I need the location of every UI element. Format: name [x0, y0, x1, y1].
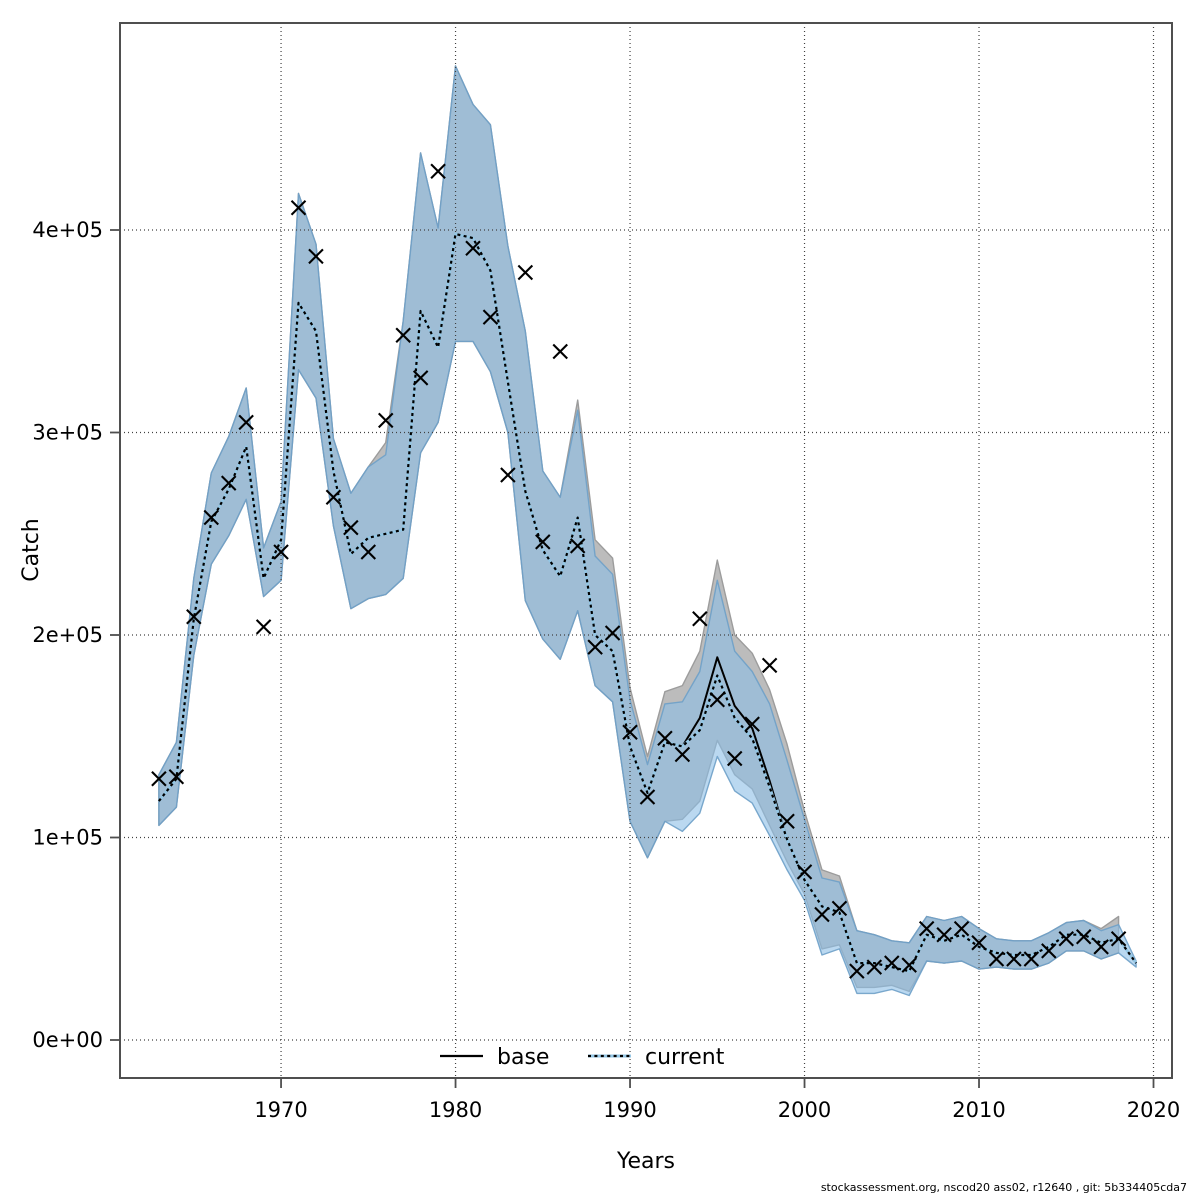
- catch-observation-marker: [796, 864, 813, 880]
- confidence-bands: [158, 65, 1137, 997]
- catch-observation-marker: [482, 309, 499, 325]
- catch-observation-marker: [238, 414, 254, 431]
- catch-observation-marker: [500, 467, 516, 483]
- catch-observation-marker: [465, 240, 481, 256]
- catch-observation-marker: [604, 625, 621, 641]
- legend: base current: [440, 1045, 725, 1070]
- catch-observation-marker: [220, 475, 237, 491]
- catch-observation-marker: [639, 789, 656, 805]
- catch-observation-marker: [552, 343, 568, 360]
- catch-observation-marker: [936, 926, 952, 943]
- catch-observation-marker: [1075, 928, 1092, 945]
- current-fit-line-dotted: [158, 232, 1137, 973]
- catch-observation-marker: [203, 509, 220, 526]
- catch-observation-marker: [290, 199, 307, 216]
- catch-observation-marker: [186, 609, 202, 625]
- legend-current-label: current: [645, 1045, 725, 1070]
- catch-observation-marker: [988, 951, 1005, 967]
- catch-observation-marker: [273, 544, 289, 560]
- catch-observation-marker: [692, 611, 708, 627]
- catch-observation-marker: [535, 534, 551, 550]
- catch-observation-marker: [866, 959, 883, 975]
- catch-observation-marker: [1023, 951, 1040, 967]
- y-tick-label: 1e+05: [32, 826, 103, 850]
- catch-observation-marker: [168, 769, 185, 785]
- x-tick-label: 1990: [603, 1098, 656, 1122]
- catch-observation-marker: [360, 544, 377, 560]
- x-tick-label: 1980: [429, 1098, 482, 1122]
- y-tick-label: 2e+05: [32, 623, 103, 647]
- catch-observation-marker: [709, 692, 726, 708]
- catch-observation-marker: [517, 264, 534, 281]
- catch-observation-marker: [953, 920, 970, 937]
- catch-observation-marker: [761, 657, 778, 674]
- legend-base-label: base: [497, 1045, 549, 1070]
- observed-catch-markers: [151, 163, 1127, 979]
- y-axis-title: Catch: [19, 518, 44, 582]
- catch-observation-marker: [1041, 943, 1057, 959]
- catch-observation-marker: [395, 327, 411, 344]
- catch-observation-marker: [622, 724, 638, 740]
- catch-observation-marker: [343, 519, 359, 536]
- catch-observation-marker: [831, 900, 848, 917]
- catch-observation-marker: [1093, 939, 1109, 955]
- tick-labels: 0e+00 1e+05 2e+05 3e+05 4e+05 1970 1980 1990 200…: [32, 218, 1180, 1122]
- tick-marks: [110, 229, 1155, 1088]
- catch-observation-marker: [325, 489, 342, 506]
- y-tick-label: 4e+05: [32, 218, 103, 242]
- x-axis-title: Years: [616, 1149, 675, 1174]
- catch-observation-marker: [726, 750, 743, 767]
- y-tick-label: 3e+05: [32, 421, 103, 445]
- axes: 0e+00 1e+05 2e+05 3e+05 4e+05 1970 1980 1990 200…: [19, 22, 1180, 1174]
- footer-attribution: stockassessment.org, nscod20 ass02, r126…: [821, 1181, 1187, 1194]
- catch-observation-marker: [901, 957, 917, 973]
- x-tick-label: 2010: [952, 1098, 1005, 1122]
- catch-observation-marker: [971, 935, 987, 951]
- catch-observation-marker: [255, 619, 272, 635]
- plot-frame: [119, 22, 1173, 1079]
- catch-observation-marker: [1058, 931, 1075, 947]
- catch-observation-marker: [308, 248, 324, 265]
- gridlines: [120, 23, 1172, 1078]
- x-tick-label: 2000: [778, 1098, 831, 1122]
- catch-observation-marker: [587, 639, 603, 655]
- catch-observation-marker: [1006, 951, 1022, 967]
- catch-observation-marker: [849, 963, 865, 979]
- catch-observation-marker: [918, 920, 935, 937]
- catch-observation-marker: [151, 771, 167, 787]
- y-tick-label: 0e+00: [32, 1028, 103, 1052]
- catch-observation-marker: [814, 906, 830, 923]
- catch-observation-marker: [569, 538, 586, 554]
- catch-observation-marker: [657, 730, 673, 747]
- catch-observation-marker: [779, 813, 795, 830]
- catch-observation-marker: [412, 370, 429, 386]
- catch-observation-marker: [884, 955, 900, 971]
- catch-observation-marker: [1110, 931, 1127, 947]
- current-confidence-band: [158, 65, 1137, 997]
- fit-lines: [157, 232, 1138, 973]
- catch-observation-marker: [674, 746, 691, 763]
- x-tick-label: 2020: [1127, 1098, 1180, 1122]
- catch-observation-marker: [378, 412, 394, 429]
- catch-observation-marker: [430, 163, 446, 180]
- x-tick-label: 1970: [254, 1098, 307, 1122]
- catch-observation-marker: [744, 716, 760, 732]
